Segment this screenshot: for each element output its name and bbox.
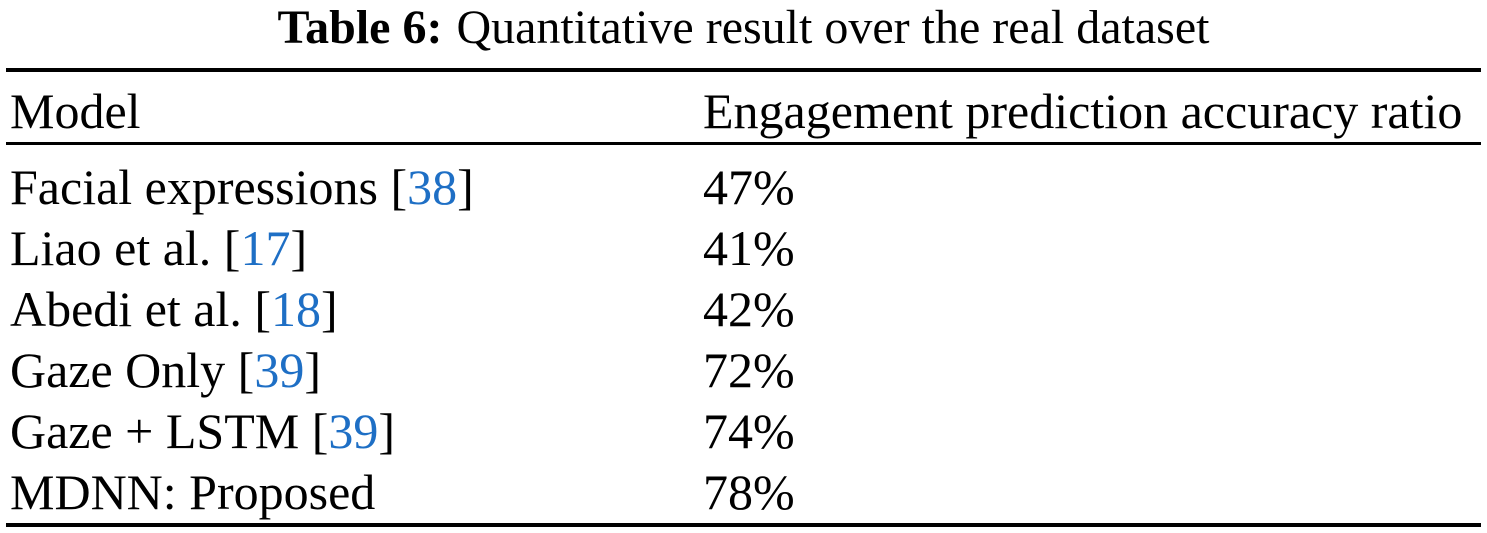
model-text: Gaze + LSTM [ xyxy=(10,402,329,459)
table-row: MDNN: Proposed 78% xyxy=(0,461,1487,522)
table-row: Liao et al. [17] 41% xyxy=(0,217,1487,278)
header-rule xyxy=(6,142,1481,145)
table-row: Facial expressions [38] 47% xyxy=(0,156,1487,217)
column-header-model: Model xyxy=(10,83,141,139)
model-cell: Liao et al. [17] xyxy=(0,223,703,273)
bottom-rule xyxy=(6,523,1481,527)
citation-link[interactable]: 17 xyxy=(240,219,291,276)
table-row: Abedi et al. [18] 42% xyxy=(0,278,1487,339)
model-text-suffix: ] xyxy=(304,341,321,398)
accuracy-cell: 78% xyxy=(703,463,795,520)
model-cell: Gaze + LSTM [39] xyxy=(0,406,703,456)
model-text: Gaze Only [ xyxy=(10,341,255,398)
citation-link[interactable]: 39 xyxy=(254,341,305,398)
model-cell: Facial expressions [38] xyxy=(0,162,703,212)
model-text: Liao et al. [ xyxy=(10,219,241,276)
citation-link[interactable]: 39 xyxy=(328,402,379,459)
table-row: Gaze + LSTM [39] 74% xyxy=(0,400,1487,461)
citation-link[interactable]: 18 xyxy=(271,280,322,337)
caption-label: Table 6: xyxy=(277,1,443,54)
table-caption: Table 6: Quantitative result over the rea… xyxy=(0,1,1487,55)
model-cell: MDNN: Proposed xyxy=(0,467,703,517)
accuracy-cell: 74% xyxy=(703,402,795,459)
model-text-suffix: ] xyxy=(290,219,308,276)
caption-text: Quantitative result over the real datase… xyxy=(456,1,1210,54)
model-text: Facial expressions [ xyxy=(10,158,408,215)
accuracy-cell: 72% xyxy=(703,341,795,398)
accuracy-cell: 47% xyxy=(703,158,795,215)
accuracy-cell: 41% xyxy=(703,219,795,276)
model-text-suffix: ] xyxy=(321,280,338,337)
model-text: MDNN: Proposed xyxy=(10,463,376,520)
model-cell: Gaze Only [39] xyxy=(0,345,703,395)
model-text: Abedi et al. [ xyxy=(10,280,272,337)
accuracy-cell: 42% xyxy=(703,280,795,337)
citation-link[interactable]: 38 xyxy=(407,158,458,215)
model-cell: Abedi et al. [18] xyxy=(0,284,703,334)
table-header-row: Model Engagement prediction accuracy rat… xyxy=(0,72,1487,146)
model-text-suffix: ] xyxy=(457,158,474,215)
table-row: Gaze Only [39] 72% xyxy=(0,339,1487,400)
model-text-suffix: ] xyxy=(378,402,396,459)
table-body: Facial expressions [38] 47% Liao et al. … xyxy=(0,156,1487,522)
column-header-accuracy: Engagement prediction accuracy ratio xyxy=(703,83,1463,139)
top-rule xyxy=(6,68,1481,72)
